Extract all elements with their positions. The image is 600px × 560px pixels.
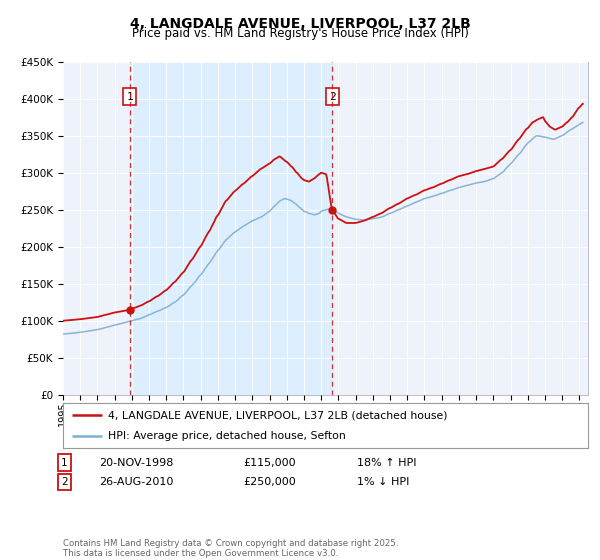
Text: 2: 2 bbox=[61, 477, 68, 487]
Text: £250,000: £250,000 bbox=[243, 477, 296, 487]
Text: 18% ↑ HPI: 18% ↑ HPI bbox=[357, 458, 416, 468]
Text: 4, LANGDALE AVENUE, LIVERPOOL, L37 2LB (detached house): 4, LANGDALE AVENUE, LIVERPOOL, L37 2LB (… bbox=[107, 410, 447, 421]
Text: £115,000: £115,000 bbox=[243, 458, 296, 468]
Text: Price paid vs. HM Land Registry's House Price Index (HPI): Price paid vs. HM Land Registry's House … bbox=[131, 27, 469, 40]
Text: 1: 1 bbox=[61, 458, 68, 468]
Text: 4, LANGDALE AVENUE, LIVERPOOL, L37 2LB: 4, LANGDALE AVENUE, LIVERPOOL, L37 2LB bbox=[130, 17, 470, 31]
Text: HPI: Average price, detached house, Sefton: HPI: Average price, detached house, Seft… bbox=[107, 431, 346, 441]
Text: 26-AUG-2010: 26-AUG-2010 bbox=[99, 477, 173, 487]
Text: 20-NOV-1998: 20-NOV-1998 bbox=[99, 458, 173, 468]
Text: 1% ↓ HPI: 1% ↓ HPI bbox=[357, 477, 409, 487]
Bar bbox=[130, 62, 332, 395]
Text: 1: 1 bbox=[127, 92, 133, 101]
Text: Contains HM Land Registry data © Crown copyright and database right 2025.
This d: Contains HM Land Registry data © Crown c… bbox=[63, 539, 398, 558]
Text: 2: 2 bbox=[329, 92, 336, 101]
